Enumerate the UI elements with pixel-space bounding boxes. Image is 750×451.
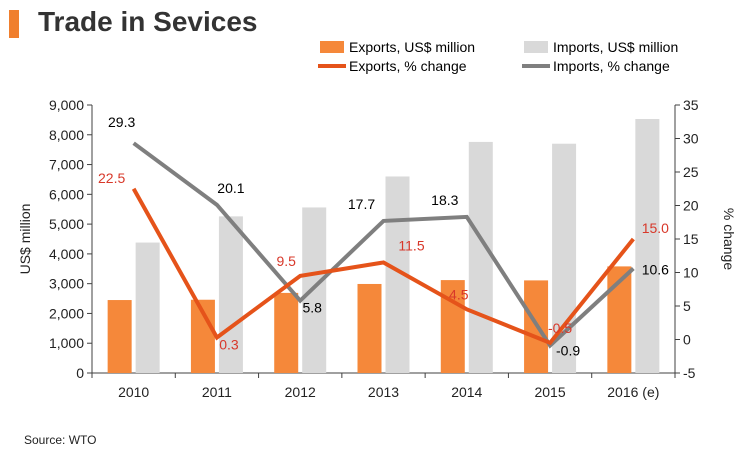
label-exports-change-2011: 0.3 <box>219 336 239 352</box>
label-imports-change-2011: 20.1 <box>217 180 244 196</box>
legend-label-imports-line: Imports, % change <box>553 58 670 74</box>
x-tick-label: 2013 <box>368 384 399 400</box>
label-exports-change-2015: -0.5 <box>548 320 572 336</box>
y-tick-label: 3,000 <box>49 276 84 292</box>
y2-tick-label: 20 <box>683 198 699 214</box>
y2-tick-label: -5 <box>683 365 696 381</box>
line-exports-change <box>131 187 635 346</box>
y-tick-label: 9,000 <box>49 97 84 113</box>
line-imports-change <box>132 141 635 349</box>
y-tick-label: 6,000 <box>49 186 84 202</box>
bar-exports-2016-e <box>607 266 632 373</box>
label-imports-change-2016-e: 10.6 <box>642 261 669 277</box>
bar-exports-2012 <box>274 292 299 373</box>
x-tick-label: 2010 <box>118 384 149 400</box>
bar-imports-2011 <box>218 216 243 373</box>
bar-imports-2014 <box>468 141 493 373</box>
bar-imports-2012 <box>302 207 327 373</box>
bar-exports-2010 <box>107 300 132 373</box>
y2-tick-label: 35 <box>683 97 699 113</box>
y2-tick-label: 25 <box>683 164 699 180</box>
page-title: Trade in Sevices <box>38 6 258 37</box>
label-exports-change-2016-e: 15.0 <box>642 220 669 236</box>
x-tick-label: 2012 <box>285 384 316 400</box>
data-labels: 22.5 0.3 9.5 11.5 4.5 -0.5 15.0 29.3 20.1 5.8 17.7… <box>98 114 669 358</box>
y-tick-label: 2,000 <box>49 305 84 321</box>
legend-swatch-imports-bar <box>524 41 548 53</box>
source-note: Source: WTO <box>24 433 97 447</box>
bars <box>107 118 660 374</box>
y-axis-label: US$ million <box>17 204 33 275</box>
y-tick-label: 4,000 <box>49 246 84 262</box>
bar-imports-2016-e <box>635 118 660 374</box>
y2-tick-label: 30 <box>683 131 699 147</box>
title-accent-bar <box>9 10 19 38</box>
y-tick-label: 7,000 <box>49 157 84 173</box>
label-imports-change-2013: 17.7 <box>348 196 375 212</box>
label-exports-change-2014: 4.5 <box>449 286 469 302</box>
legend-label-imports-bar: Imports, US$ million <box>553 39 678 55</box>
label-exports-change-2012: 9.5 <box>276 253 296 269</box>
y-tick-label: 0 <box>76 365 84 381</box>
label-imports-change-2010: 29.3 <box>108 114 135 130</box>
label-exports-change-2013: 11.5 <box>398 237 424 253</box>
y-tick-label: 1,000 <box>49 335 84 351</box>
label-imports-change-2014: 18.3 <box>431 192 458 208</box>
legend-swatch-exports-bar <box>320 41 344 53</box>
axes: 0 1,000 2,000 3,000 4,000 5,000 6,000 7,000 8,00… <box>17 97 737 400</box>
x-tick-label: 2015 <box>534 384 565 400</box>
label-exports-change-2010: 22.5 <box>98 170 125 186</box>
x-tick-label: 2011 <box>202 384 232 400</box>
y2-tick-label: 5 <box>683 298 691 314</box>
legend-label-exports-line: Exports, % change <box>349 58 467 74</box>
bar-imports-2010 <box>135 242 160 373</box>
y2-tick-label: 10 <box>683 265 699 281</box>
legend: Exports, US$ million Imports, US$ millio… <box>318 39 678 74</box>
y2-axis-label: % change <box>721 208 737 270</box>
label-imports-change-2015: -0.9 <box>556 343 580 359</box>
series-lines <box>131 141 635 349</box>
y-tick-label: 5,000 <box>49 216 84 232</box>
y2-tick-label: 15 <box>683 231 699 247</box>
x-tick-label: 2014 <box>451 384 482 400</box>
legend-label-exports-bar: Exports, US$ million <box>349 39 475 55</box>
y-tick-label: 8,000 <box>49 127 84 143</box>
x-tick-label: 2016 (e) <box>607 384 659 400</box>
label-imports-change-2012: 5.8 <box>302 300 322 316</box>
y2-tick-label: 0 <box>683 332 691 348</box>
bar-exports-2013 <box>357 283 382 373</box>
